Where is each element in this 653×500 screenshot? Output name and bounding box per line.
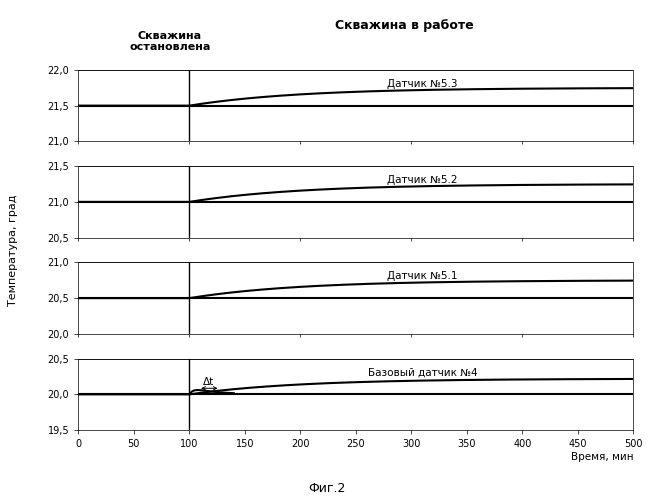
Text: Датчик №5.2: Датчик №5.2	[387, 175, 458, 185]
Text: Базовый датчик №4: Базовый датчик №4	[368, 368, 477, 378]
Text: Δt: Δt	[202, 376, 214, 386]
Text: Датчик №5.3: Датчик №5.3	[387, 78, 458, 88]
Text: Датчик №5.1: Датчик №5.1	[387, 271, 458, 281]
Text: Температура, град: Температура, град	[8, 194, 18, 306]
Text: Фиг.2: Фиг.2	[308, 482, 345, 495]
Text: Скважина в работе: Скважина в работе	[336, 20, 474, 32]
Text: Время, мин: Время, мин	[571, 452, 633, 462]
Text: Скважина
остановлена: Скважина остановлена	[129, 31, 210, 52]
